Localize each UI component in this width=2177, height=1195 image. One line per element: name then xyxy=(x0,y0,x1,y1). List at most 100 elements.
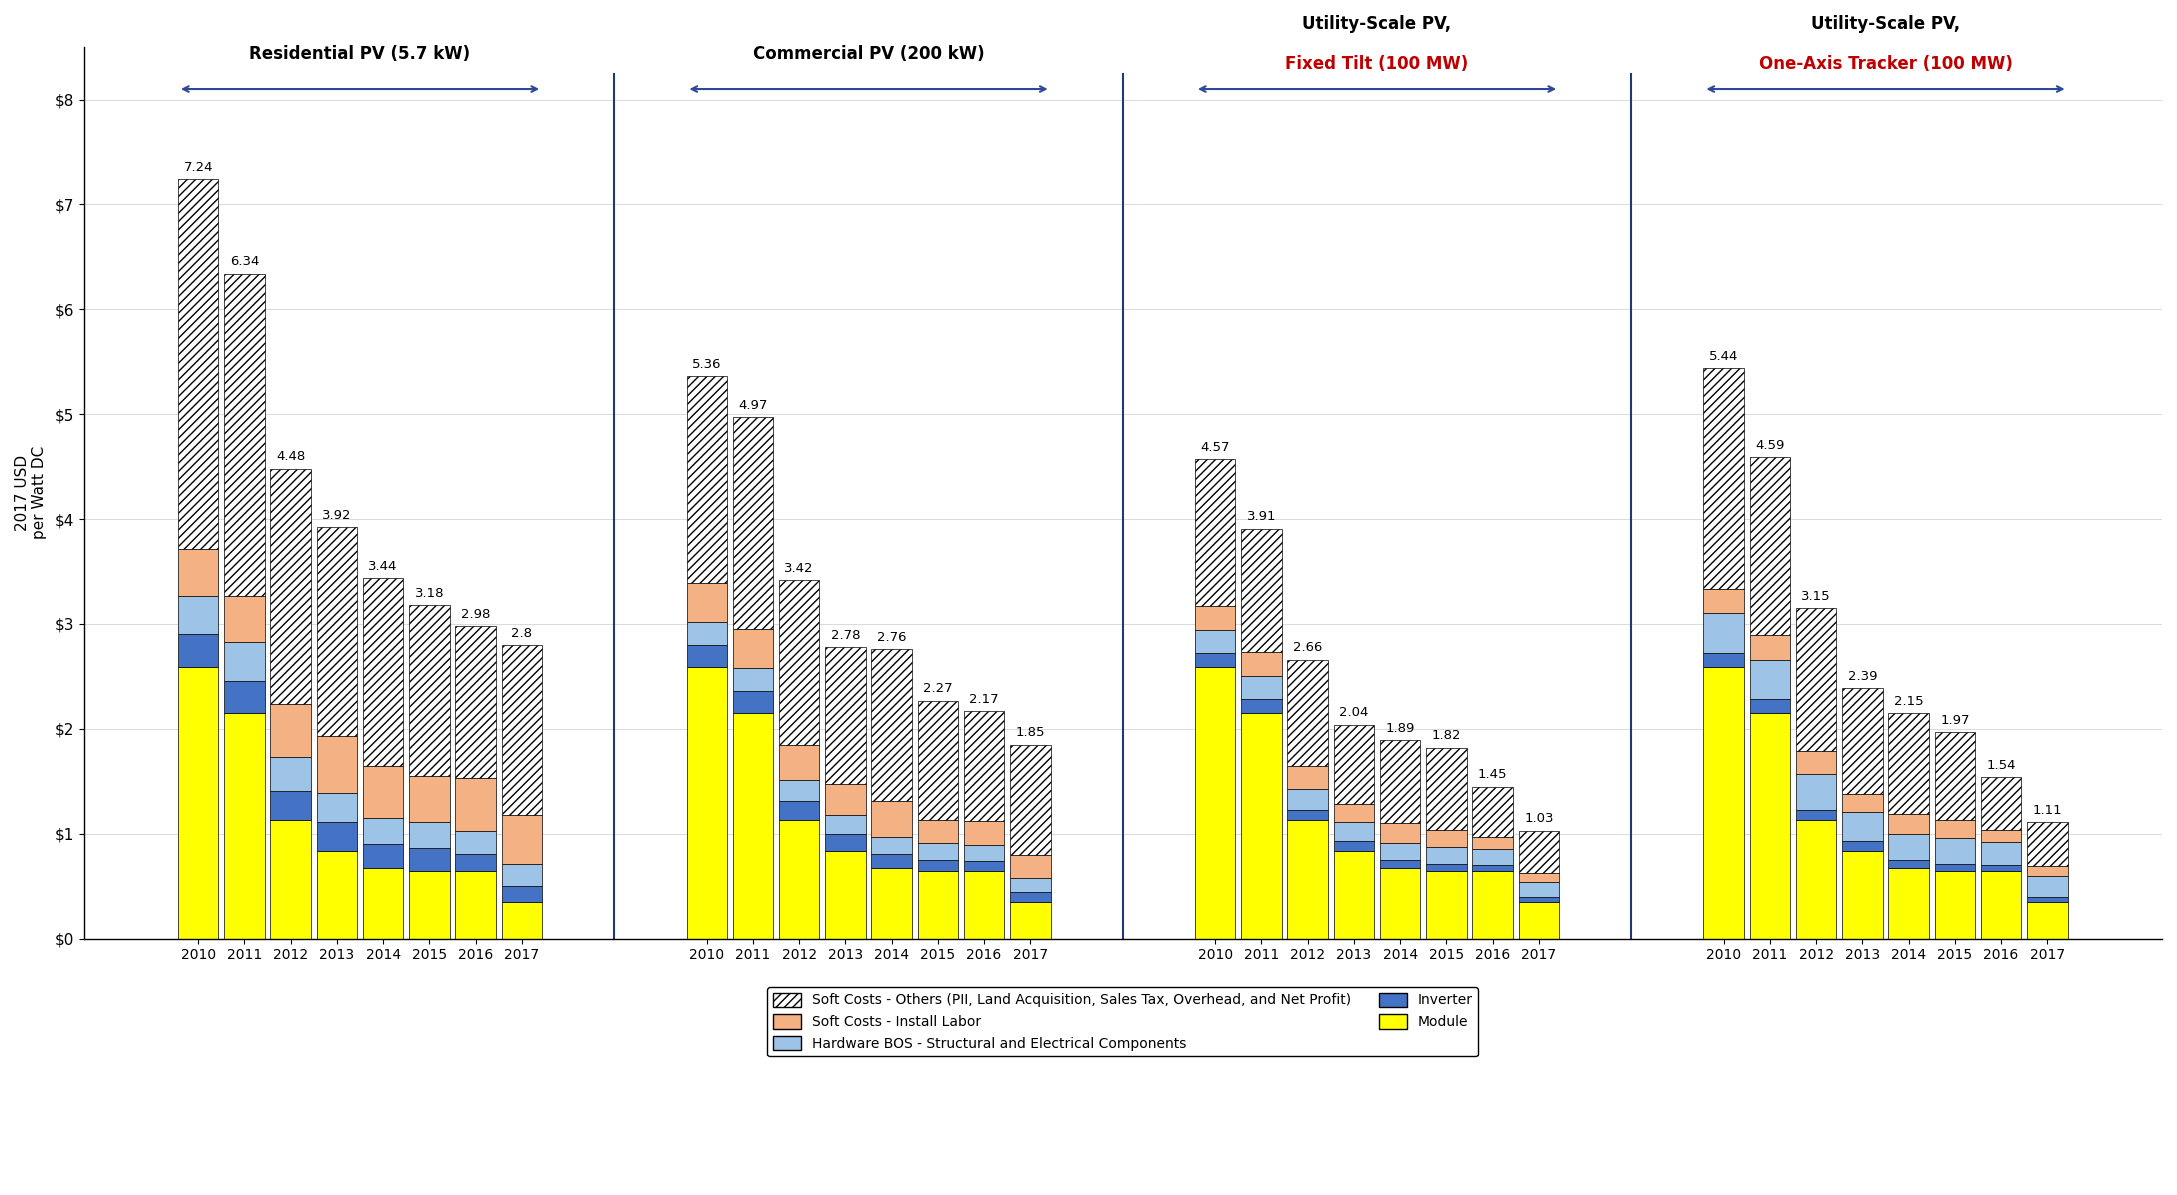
Bar xyxy=(455,871,496,938)
Bar xyxy=(1887,860,1929,869)
Bar xyxy=(364,819,403,844)
Bar xyxy=(316,736,357,792)
Bar xyxy=(179,595,218,635)
Bar xyxy=(686,376,727,583)
Text: 1.11: 1.11 xyxy=(2033,804,2062,817)
Bar xyxy=(1010,878,1051,893)
Bar xyxy=(1380,869,1419,938)
Bar xyxy=(1520,882,1559,896)
Bar xyxy=(224,681,266,713)
Bar xyxy=(1796,774,1837,809)
Bar xyxy=(1195,606,1237,630)
Bar xyxy=(1195,654,1237,667)
Bar xyxy=(1426,871,1467,938)
Bar xyxy=(1472,865,1513,871)
Bar xyxy=(734,417,773,630)
Bar xyxy=(409,605,451,776)
Bar xyxy=(919,871,958,938)
Bar xyxy=(871,649,912,801)
Bar xyxy=(1010,854,1051,878)
Bar xyxy=(1981,829,2020,842)
Bar xyxy=(1935,871,1975,938)
Bar xyxy=(1981,871,2020,938)
Text: 4.59: 4.59 xyxy=(1755,439,1785,452)
Bar xyxy=(919,844,958,860)
Bar xyxy=(316,527,357,736)
Text: 5.36: 5.36 xyxy=(692,358,721,372)
Bar xyxy=(501,645,542,815)
Bar xyxy=(964,871,1004,938)
Bar xyxy=(224,642,266,681)
Bar xyxy=(686,621,727,645)
Bar xyxy=(270,758,311,791)
Bar xyxy=(1750,636,1789,660)
Text: 2.76: 2.76 xyxy=(877,631,906,644)
Bar xyxy=(1241,676,1282,699)
Text: 6.34: 6.34 xyxy=(231,256,259,269)
Text: 2.66: 2.66 xyxy=(1293,642,1321,655)
Text: Commercial PV (200 kW): Commercial PV (200 kW) xyxy=(753,44,984,63)
Bar xyxy=(1287,789,1328,809)
Text: 3.92: 3.92 xyxy=(322,509,353,522)
Bar xyxy=(1241,699,1282,713)
Bar xyxy=(1380,844,1419,860)
Text: One-Axis Tracker (100 MW): One-Axis Tracker (100 MW) xyxy=(1759,55,2012,73)
Bar xyxy=(270,468,311,704)
Bar xyxy=(1702,654,1744,667)
Bar xyxy=(1195,459,1237,606)
Bar xyxy=(1796,809,1837,820)
Bar xyxy=(1195,667,1237,938)
Text: 3.15: 3.15 xyxy=(1800,590,1831,603)
Legend: Soft Costs - Others (PII, Land Acquisition, Sales Tax, Overhead, and Net Profit): Soft Costs - Others (PII, Land Acquisiti… xyxy=(766,987,1478,1056)
Bar xyxy=(179,179,218,550)
Bar xyxy=(779,780,819,801)
Bar xyxy=(1842,793,1883,811)
Bar xyxy=(1380,741,1419,823)
Bar xyxy=(1335,724,1374,804)
Bar xyxy=(1702,368,1744,589)
Bar xyxy=(1335,851,1374,938)
Text: 2.04: 2.04 xyxy=(1339,706,1369,719)
Bar xyxy=(364,578,403,766)
Bar xyxy=(179,635,218,667)
Bar xyxy=(501,815,542,864)
Bar xyxy=(1010,744,1051,854)
Text: 3.18: 3.18 xyxy=(414,587,444,600)
Bar xyxy=(2027,876,2068,896)
Bar xyxy=(1287,766,1328,789)
Bar xyxy=(1241,528,1282,652)
Bar xyxy=(1981,777,2020,829)
Bar xyxy=(316,792,357,822)
Bar xyxy=(224,595,266,642)
Text: 2.15: 2.15 xyxy=(1894,694,1924,707)
Bar xyxy=(1702,667,1744,938)
Bar xyxy=(1426,847,1467,864)
Bar xyxy=(686,667,727,938)
Bar xyxy=(1287,820,1328,938)
Bar xyxy=(455,626,496,778)
Bar xyxy=(825,851,866,938)
Bar xyxy=(871,853,912,869)
Bar xyxy=(1426,864,1467,871)
Bar xyxy=(919,700,958,820)
Text: 3.42: 3.42 xyxy=(784,562,814,575)
Bar xyxy=(501,902,542,938)
Bar xyxy=(1887,713,1929,814)
Bar xyxy=(779,801,819,820)
Bar xyxy=(1796,820,1837,938)
Bar xyxy=(1472,850,1513,865)
Bar xyxy=(270,791,311,820)
Bar xyxy=(364,844,403,869)
Text: 4.57: 4.57 xyxy=(1200,441,1230,454)
Text: Utility-Scale PV,: Utility-Scale PV, xyxy=(1811,16,1959,33)
Bar xyxy=(364,766,403,819)
Bar xyxy=(179,550,218,595)
Bar xyxy=(316,851,357,938)
Bar xyxy=(734,630,773,668)
Text: 3.91: 3.91 xyxy=(1247,510,1276,523)
Bar xyxy=(455,853,496,871)
Bar xyxy=(1426,829,1467,847)
Bar xyxy=(1842,851,1883,938)
Text: 2.17: 2.17 xyxy=(969,693,999,706)
Bar xyxy=(501,887,542,902)
